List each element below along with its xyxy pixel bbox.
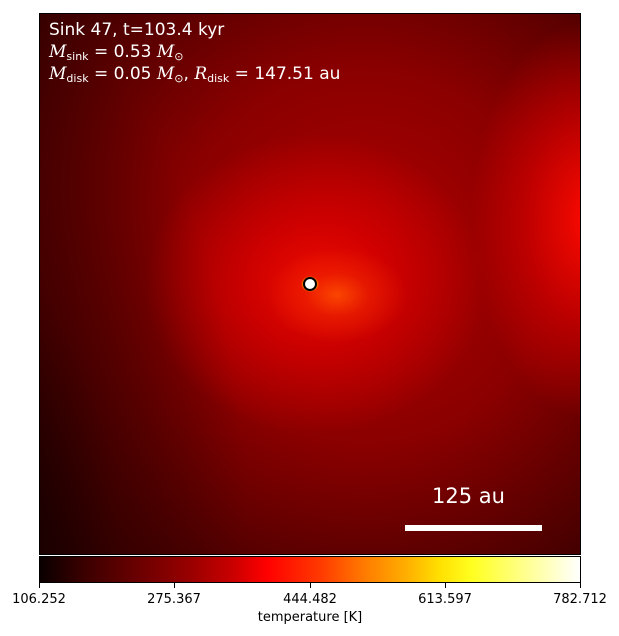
disk-radius-symbol: R (194, 64, 208, 84)
disk-properties-label: Mdisk = 0.05 M⊙, Rdisk = 147.51 au (49, 64, 340, 85)
sink-mass-unit: M (156, 42, 175, 62)
sink-mass-symbol: M (49, 42, 67, 62)
sink-mass-unit-subscript: ⊙ (174, 50, 184, 63)
disk-mass-symbol: M (49, 64, 67, 84)
disk-radius-separator: , (183, 64, 195, 84)
sink-mass-label: Msink = 0.53 M⊙ (49, 42, 184, 63)
sink-title: Sink 47, t=103.4 kyr (49, 20, 225, 40)
disk-mass-value: = 0.05 (88, 64, 157, 84)
colorbar (39, 556, 581, 583)
temperature-map (39, 13, 581, 555)
colorbar-tick-label: 106.252 (12, 592, 66, 607)
sink-mass-value: = 0.53 (88, 42, 157, 62)
sink-mass-subscript: sink (66, 50, 89, 63)
disk-mass-unit: M (156, 64, 175, 84)
colorbar-tick-label: 275.367 (147, 592, 201, 607)
colorbar-tick-label: 782.712 (553, 592, 607, 607)
disk-mass-unit-subscript: ⊙ (174, 72, 184, 85)
colorbar-tick (445, 583, 446, 588)
colorbar-title: temperature [K] (257, 610, 363, 625)
disk-radius-value: = 147.51 au (229, 64, 341, 84)
colorbar-tick (310, 583, 311, 588)
colorbar-tick (580, 583, 581, 588)
sink-marker (303, 277, 317, 291)
disk-radius-subscript: disk (207, 72, 230, 85)
colorbar-tick (174, 583, 175, 588)
colorbar-tick (39, 583, 40, 588)
scale-bar-label: 125 au (432, 484, 505, 508)
scale-bar (405, 525, 542, 531)
colorbar-tick-label: 613.597 (418, 592, 472, 607)
disk-mass-subscript: disk (66, 72, 89, 85)
colorbar-tick-label: 444.482 (283, 592, 337, 607)
